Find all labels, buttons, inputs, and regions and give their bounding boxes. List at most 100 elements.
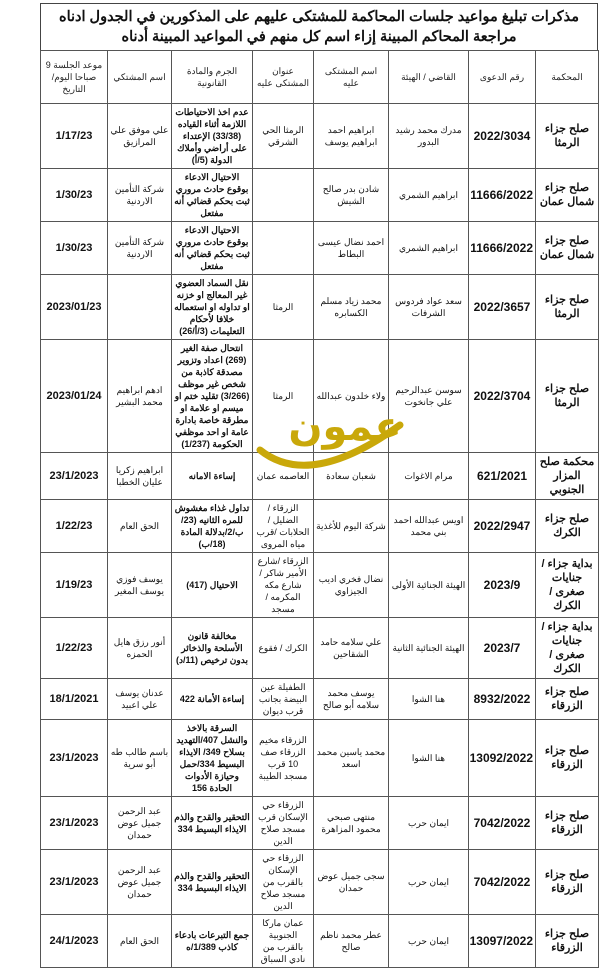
cell-complainant: عدنان يوسف علي اعبيد: [107, 678, 172, 720]
cell-court: صلح جزاء الزرقاء: [535, 849, 599, 915]
cell-judge: سعد عواد فردوس الشرفات: [388, 274, 469, 340]
cell-date: 1/30/23: [40, 168, 108, 222]
cell-defendant: علي سلامه حامد الشقاحين: [313, 617, 389, 679]
cell-address: [252, 168, 314, 222]
table-row: بداية جزاء /جنايات صغرى /الكرك 2023/7 الهي…: [40, 617, 599, 679]
cell-case-no: 7042/2022: [468, 796, 536, 850]
cell-date: 1/22/23: [40, 499, 108, 553]
document-title: مذكرات تبليغ مواعيد جلسات المحاكمة للمشت…: [40, 3, 598, 50]
header-address: عنوان المشتكى عليه: [252, 50, 314, 104]
cell-crime: جمع التبرعات بادعاء كاذب 1/389/ه: [171, 914, 253, 968]
cell-date: 1/17/23: [40, 103, 108, 169]
cell-court: بداية جزاء /جنايات صغرى /الكرك: [535, 617, 599, 679]
cell-court: صلح جزاء الزرقاء: [535, 719, 599, 797]
cell-date: 1/19/23: [40, 552, 108, 618]
table-row: صلح جزاء الرمثا 2022/3704 سوسن عبدالرحيم ع…: [40, 339, 599, 453]
cell-defendant: محمد ياسين محمد اسعد: [313, 719, 389, 797]
cell-defendant: شركة اليوم للأغذية: [313, 499, 389, 553]
cell-court: بداية جزاء /جنايات صغرى /الكرك: [535, 552, 599, 618]
cell-case-no: 7042/2022: [468, 849, 536, 915]
cell-date: 23/1/2023: [40, 452, 108, 500]
cell-address: الرمثا: [252, 339, 314, 453]
cell-defendant: سجى جميل عوض حمدان: [313, 849, 389, 915]
cell-complainant: الحق العام: [107, 914, 172, 968]
cell-case-no: 8932/2022: [468, 678, 536, 720]
cell-complainant: ابراهيم زكريا عليان الخطبا: [107, 452, 172, 500]
cell-judge: ابراهيم الشمري: [388, 221, 469, 275]
cell-judge: ابراهيم الشمري: [388, 168, 469, 222]
table-row: صلح جزاء الزرقاء 8932/2022 هنا الشوا يوسف م…: [40, 678, 599, 720]
cell-address: [252, 221, 314, 275]
cell-judge: مدرك محمد رشيد البدور: [388, 103, 469, 169]
cell-case-no: 2023/9: [468, 552, 536, 618]
cell-address: الرمثا: [252, 274, 314, 340]
cell-crime: التحقير والقدح والذم الايذاء البسيط 334: [171, 849, 253, 915]
cell-crime: السرقة بالاخذ والنشل 407/التهديد بسلاح 3…: [171, 719, 253, 797]
cell-court: صلح جزاء شمال عمان: [535, 168, 599, 222]
sessions-table: المحكمة رقم الدعوى القاضي / الهيئة اسم ا…: [40, 50, 599, 968]
table-row: صلح جزاء الكرك 2022/2947 اويس عبدالله احمد…: [40, 499, 599, 553]
cell-court: صلح جزاء الرمثا: [535, 103, 599, 169]
cell-address: الطفيلة عين البيضة بجانب قرب ديوان: [252, 678, 314, 720]
cell-case-no: 621/2021: [468, 452, 536, 500]
cell-date: 2023/01/24: [40, 339, 108, 453]
cell-judge: الهيئة الجنائية الأولى: [388, 552, 469, 618]
cell-date: 2023/01/23: [40, 274, 108, 340]
cell-date: 1/22/23: [40, 617, 108, 679]
cell-crime: انتحال صفة الغير (269) اعداد وتزوير مصدق…: [171, 339, 253, 453]
table-row: بداية جزاء /جنايات صغرى /الكرك 2023/9 الهي…: [40, 552, 599, 618]
cell-defendant: شعبان سعادة: [313, 452, 389, 500]
header-complainant: اسم المشتكي: [107, 50, 172, 104]
cell-judge: ايمان حرب: [388, 849, 469, 915]
cell-crime: تداول غذاء مغشوش للمره الثانيه (23/ب/2/ب…: [171, 499, 253, 553]
cell-judge: سوسن عبدالرحيم علي جانخوت: [388, 339, 469, 453]
cell-complainant: أنور رزق هايل الحمزه: [107, 617, 172, 679]
cell-address: الزرقاء حي الإسكان بالقرب من مسجد صلاح ا…: [252, 849, 314, 915]
table-row: صلح جزاء الزرقاء 7042/2022 ايمان حرب منتهى …: [40, 796, 599, 850]
cell-crime: نقل السماد العضوي غير المعالج او خزنه او…: [171, 274, 253, 340]
cell-judge: هنا الشوا: [388, 678, 469, 720]
cell-complainant: الحق العام: [107, 499, 172, 553]
table-row: صلح جزاء الرمثا 2022/3034 مدرك محمد رشيد ا…: [40, 103, 599, 169]
table-row: محكمة صلح المزار الجنوبي 621/2021 مرام الا…: [40, 452, 599, 500]
header-judge: القاضي / الهيئة: [388, 50, 469, 104]
header-date: موعد الجلسة 9 صباحا اليوم/التاريخ: [40, 50, 108, 104]
cell-case-no: 2022/3657: [468, 274, 536, 340]
cell-court: صلح جزاء الزرقاء: [535, 796, 599, 850]
cell-complainant: ادهم ابراهيم محمد البشير: [107, 339, 172, 453]
table-row: صلح جزاء الزرقاء 13097/2022 ايمان حرب عطر م…: [40, 914, 599, 968]
cell-complainant: عبد الرحمن جميل عوض حمدان: [107, 849, 172, 915]
cell-judge: اويس عبدالله احمد بني محمد: [388, 499, 469, 553]
cell-defendant: ولاء خلدون عبدالله: [313, 339, 389, 453]
cell-date: 24/1/2023: [40, 914, 108, 968]
cell-case-no: 2022/2947: [468, 499, 536, 553]
cell-complainant: شركة التأمين الاردنية: [107, 168, 172, 222]
cell-court: صلح جزاء الرمثا: [535, 339, 599, 453]
cell-court: صلح جزاء الرمثا: [535, 274, 599, 340]
cell-date: 23/1/2023: [40, 849, 108, 915]
cell-crime: إساءة الامانه: [171, 452, 253, 500]
header-case-number: رقم الدعوى: [468, 50, 536, 104]
cell-court: محكمة صلح المزار الجنوبي: [535, 452, 599, 500]
cell-address: العاصمه عمان: [252, 452, 314, 500]
cell-complainant: شركة التأمين الاردنية: [107, 221, 172, 275]
header-crime: الجرم والمادة القانونية: [171, 50, 253, 104]
cell-judge: ايمان حرب: [388, 914, 469, 968]
cell-crime: مخالفة قانون الأسلحة والذخائر بدون ترخيص…: [171, 617, 253, 679]
cell-address: الرمثا الحي الشرقي: [252, 103, 314, 169]
cell-complainant: يوسف فوزي يوسف المغير: [107, 552, 172, 618]
cell-crime: الاحتيال الادعاء بوقوع حادث مروري ثبت بح…: [171, 221, 253, 275]
document: مذكرات تبليغ مواعيد جلسات المحاكمة للمشت…: [40, 3, 599, 968]
cell-case-no: 2022/3034: [468, 103, 536, 169]
header-court: المحكمة: [535, 50, 599, 104]
cell-complainant: [107, 274, 172, 340]
cell-case-no: 11666/2022: [468, 168, 536, 222]
table-row: صلح جزاء شمال عمان 11666/2022 ابراهيم الشم…: [40, 221, 599, 275]
cell-defendant: شادن بدر صالح الشيش: [313, 168, 389, 222]
table-row: صلح جزاء شمال عمان 11666/2022 ابراهيم الشم…: [40, 168, 599, 222]
cell-case-no: 2023/7: [468, 617, 536, 679]
cell-defendant: نضال فخري اديب الجيزاوي: [313, 552, 389, 618]
cell-case-no: 13097/2022: [468, 914, 536, 968]
cell-crime: التحقير والقدح والذم الايذاء البسيط 334: [171, 796, 253, 850]
cell-judge: مرام الاغوات: [388, 452, 469, 500]
